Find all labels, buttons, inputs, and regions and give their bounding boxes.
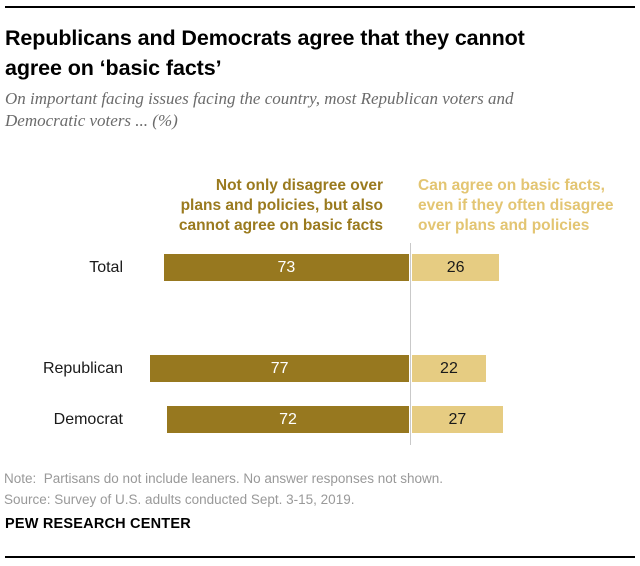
bar-segment-democrat-disagree: 72 (167, 406, 409, 433)
legend-label-agree: Can agree on basic facts, even if they o… (418, 176, 638, 236)
source-line: Source: Survey of U.S. adults conducted … (4, 491, 355, 507)
legend-agree-line-3: over plans and policies (418, 217, 590, 234)
chart-title-line-1: Republicans and Democrats agree that the… (5, 26, 525, 50)
bar-value-democrat-agree: 27 (448, 410, 467, 428)
bar-segment-total-disagree: 73 (163, 254, 409, 281)
chart-subtitle: On important facing issues facing the co… (5, 88, 605, 132)
legend-disagree-line-1: Not only disagree over (215, 177, 383, 194)
category-label-democrat: Democrat (53, 411, 123, 428)
chart-subtitle-line-2: Democratic voters ... (%) (5, 111, 178, 130)
category-label-republican: Republican (42, 360, 123, 377)
bar-value-republican-agree: 22 (440, 359, 458, 377)
bar-value-total-agree: 26 (446, 258, 465, 276)
bar-value-democrat-disagree: 72 (279, 410, 297, 428)
pew-research-center-wordmark: PEW RESEARCH CENTER (5, 516, 191, 532)
bar-segment-total-agree: 26 (412, 254, 500, 281)
bar-row-democrat: Democrat 72 27 (0, 406, 640, 433)
bar-segment-democrat-agree: 27 (412, 406, 503, 433)
legend-agree-line-2: even if they often disagree (418, 197, 614, 214)
top-rule (5, 6, 635, 8)
bar-row-republican: Republican 77 22 (0, 355, 640, 382)
bar-value-republican-disagree: 77 (270, 359, 289, 377)
bar-row-total: Total 73 26 (0, 254, 640, 281)
bottom-rule (5, 556, 635, 558)
legend-agree-line-1: Can agree on basic facts, (418, 177, 605, 194)
split-divider-line (410, 243, 411, 445)
bar-value-total-disagree: 73 (277, 258, 296, 276)
chart-notes: Note: Partisans do not include leaners. … (4, 469, 443, 510)
legend-disagree-line-3: cannot agree on basic facts (178, 217, 383, 234)
note-line: Note: Partisans do not include leaners. … (4, 471, 443, 486)
category-label-total: Total (89, 259, 123, 276)
legend-disagree-line-2: plans and policies, but also (180, 197, 383, 214)
chart-title: Republicans and Democrats agree that the… (5, 23, 625, 83)
legend-label-disagree: Not only disagree over plans and policie… (123, 176, 383, 236)
bar-segment-republican-disagree: 77 (150, 355, 409, 382)
bar-segment-republican-agree: 22 (412, 355, 486, 382)
chart-title-line-2: agree on ‘basic facts’ (5, 56, 222, 80)
chart-subtitle-line-1: On important facing issues facing the co… (5, 89, 514, 108)
